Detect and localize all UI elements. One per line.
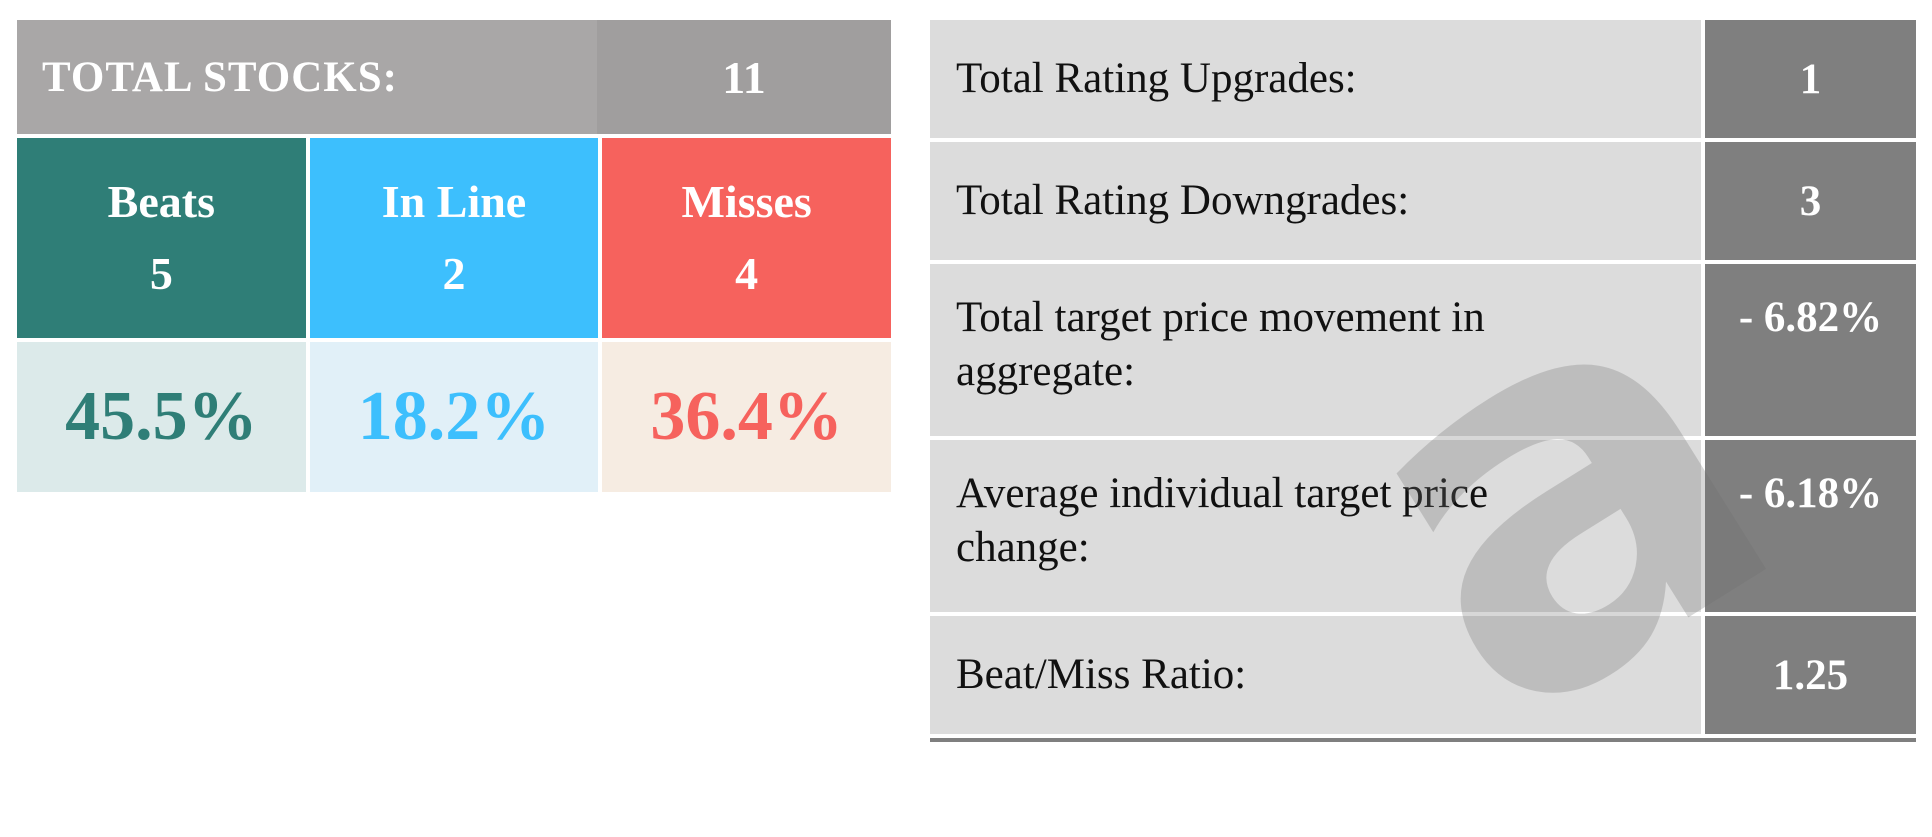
misses-count: 4 bbox=[735, 248, 759, 299]
upgrades-value: 1 bbox=[1705, 20, 1916, 138]
misses-label: Misses bbox=[681, 176, 812, 227]
total-stocks-row: TOTAL STOCKS: 11 bbox=[17, 20, 891, 138]
inline-count: 2 bbox=[442, 248, 466, 299]
total-stocks-value: 11 bbox=[597, 20, 891, 134]
downgrades-label: Total Rating Downgrades: bbox=[930, 142, 1705, 260]
table-row: Total target price movement in aggregate… bbox=[930, 264, 1916, 440]
aggregate-movement-label-line2: aggregate: bbox=[956, 348, 1136, 395]
percentage-row: 45.5% 18.2% 36.4% bbox=[17, 338, 892, 492]
average-change-label: Average individual target price change: bbox=[930, 440, 1705, 612]
beat-miss-ratio-value: 1.25 bbox=[1705, 616, 1916, 734]
average-change-value: - 6.18% bbox=[1705, 440, 1916, 612]
table-row: Total Rating Upgrades: 1 bbox=[930, 20, 1916, 142]
table-row: Average individual target price change: … bbox=[930, 440, 1916, 616]
average-change-label-line2: change: bbox=[956, 524, 1090, 571]
inline-cell: In Line 2 bbox=[305, 138, 599, 338]
earnings-summary-table: TOTAL STOCKS: 11 Beats 5 In Line 2 Misse… bbox=[17, 20, 892, 492]
table-bottom-divider bbox=[930, 738, 1916, 742]
upgrades-label: Total Rating Upgrades: bbox=[930, 20, 1705, 138]
aggregate-movement-label-line1: Total target price movement in bbox=[956, 294, 1485, 341]
misses-cell: Misses 4 bbox=[598, 138, 892, 338]
beats-count: 5 bbox=[149, 248, 173, 299]
inline-percent: 18.2% bbox=[305, 342, 599, 492]
aggregate-movement-label: Total target price movement in aggregate… bbox=[930, 264, 1705, 436]
beats-cell: Beats 5 bbox=[17, 138, 306, 338]
average-change-label-line1: Average individual target price bbox=[956, 470, 1489, 517]
rating-statistics-table: Total Rating Upgrades: 1 Total Rating Do… bbox=[930, 20, 1916, 742]
beats-percent: 45.5% bbox=[17, 342, 306, 492]
aggregate-movement-value: - 6.82% bbox=[1705, 264, 1916, 436]
beats-label: Beats bbox=[107, 176, 215, 227]
table-row: Beat/Miss Ratio: 1.25 bbox=[930, 616, 1916, 738]
table-row: Total Rating Downgrades: 3 bbox=[930, 142, 1916, 264]
downgrades-value: 3 bbox=[1705, 142, 1916, 260]
beat-miss-ratio-label: Beat/Miss Ratio: bbox=[930, 616, 1705, 734]
inline-label: In Line bbox=[381, 176, 527, 227]
category-row: Beats 5 In Line 2 Misses 4 bbox=[17, 138, 892, 338]
total-stocks-label: TOTAL STOCKS: bbox=[42, 53, 398, 101]
misses-percent: 36.4% bbox=[598, 342, 892, 492]
